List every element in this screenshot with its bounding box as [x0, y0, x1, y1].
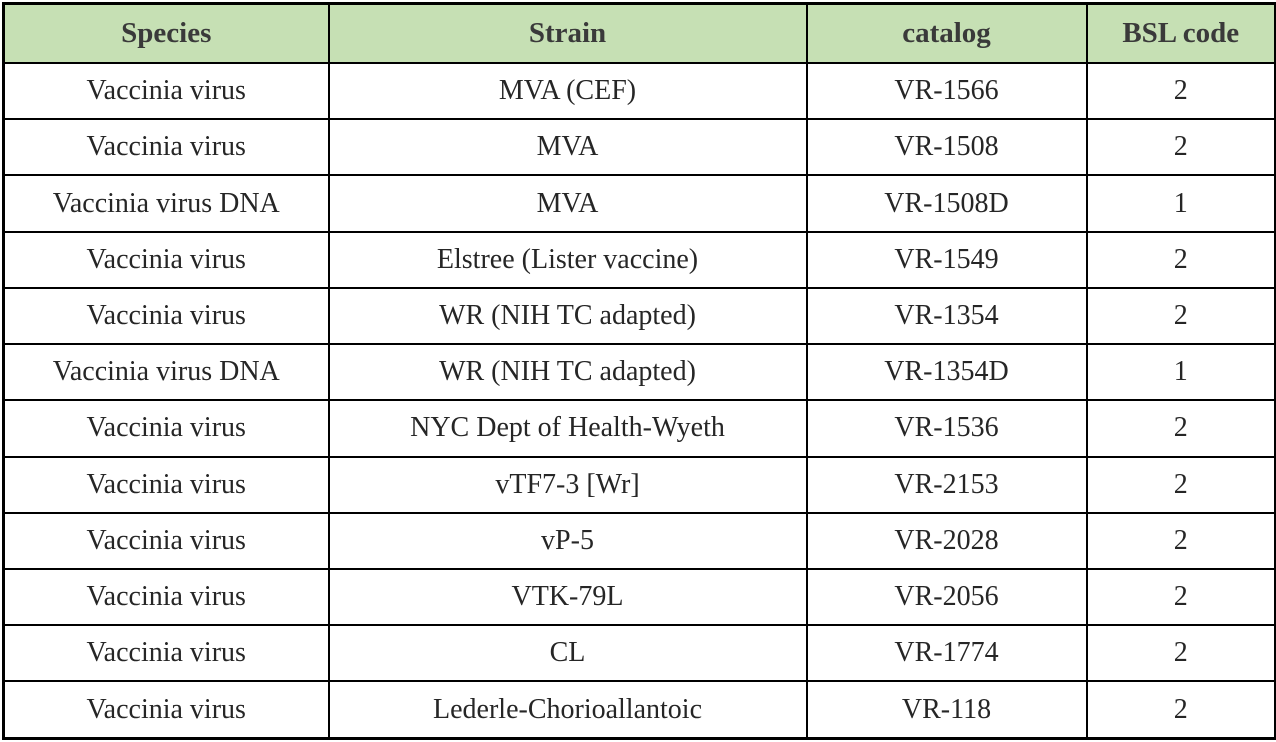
table-cell: VR-1508 [805, 118, 1088, 177]
table-cell: Vaccinia virus [2, 230, 330, 289]
column-header: catalog [805, 2, 1088, 64]
table-cell: VTK-79L [327, 567, 808, 627]
table-row: Vaccinia virus Lederle-Chorioallantoic VR-… [2, 680, 1276, 740]
table-cell: vP-5 [327, 511, 808, 570]
table-cell: 2 [1085, 230, 1276, 289]
table-cell: VR-2056 [805, 567, 1088, 627]
table-cell: Vaccinia virus [2, 118, 330, 177]
table-cell: 2 [1085, 624, 1276, 683]
table-row: Vaccinia virus CL VR-1774 2 [2, 624, 1276, 683]
table-row: Vaccinia virus DNA MVA VR-1508D 1 [2, 174, 1276, 233]
table-body: Vaccinia virus MVA (CEF) VR-1566 2 Vaccinia … [2, 61, 1276, 740]
table-cell: 2 [1085, 399, 1276, 458]
table-cell: CL [327, 624, 808, 683]
table-cell: 2 [1085, 511, 1276, 570]
table-cell: VR-1774 [805, 624, 1088, 683]
table-cell: Vaccinia virus [2, 399, 330, 458]
table-row: Vaccinia virus NYC Dept of Health-Wyeth VR… [2, 399, 1276, 458]
table-cell: 1 [1085, 343, 1276, 402]
table-cell: Vaccinia virus [2, 61, 330, 121]
column-header: Species [2, 2, 330, 64]
table-cell: VR-118 [805, 680, 1088, 740]
table-cell: Vaccinia virus DNA [2, 343, 330, 402]
table-cell: VR-1508D [805, 174, 1088, 233]
table-row: Vaccinia virus WR (NIH TC adapted) VR-1354… [2, 286, 1276, 346]
table-cell: MVA (CEF) [327, 61, 808, 121]
table-row: Vaccinia virus MVA VR-1508 2 [2, 118, 1276, 177]
table-cell: NYC Dept of Health-Wyeth [327, 399, 808, 458]
table-cell: 2 [1085, 61, 1276, 121]
table-row: Vaccinia virus MVA (CEF) VR-1566 2 [2, 61, 1276, 121]
table-cell: MVA [327, 118, 808, 177]
table-cell: VR-1566 [805, 61, 1088, 121]
table-cell: 2 [1085, 118, 1276, 177]
table-cell: WR (NIH TC adapted) [327, 286, 808, 346]
table-cell: 2 [1085, 680, 1276, 740]
table-cell: MVA [327, 174, 808, 233]
table-cell: 2 [1085, 567, 1276, 627]
column-header: Strain [327, 2, 808, 64]
table-row: Vaccinia virus DNA WR (NIH TC adapted) VR-… [2, 343, 1276, 402]
table-row: Vaccinia virus vP-5 VR-2028 2 [2, 511, 1276, 570]
table-cell: vTF7-3 [Wr] [327, 455, 808, 514]
table-cell: VR-1354 [805, 286, 1088, 346]
table-cell: Lederle-Chorioallantoic [327, 680, 808, 740]
table-cell: 2 [1085, 455, 1276, 514]
table-cell: Vaccinia virus [2, 624, 330, 683]
table-cell: VR-1354D [805, 343, 1088, 402]
table-cell: VR-1549 [805, 230, 1088, 289]
table-cell: VR-2153 [805, 455, 1088, 514]
table-cell: Vaccinia virus [2, 286, 330, 346]
table-row: Vaccinia virus Elstree (Lister vaccine) VR… [2, 230, 1276, 289]
table-row: Vaccinia virus VTK-79L VR-2056 2 [2, 567, 1276, 627]
table-cell: VR-2028 [805, 511, 1088, 570]
column-header: BSL code [1085, 2, 1276, 64]
table-cell: 1 [1085, 174, 1276, 233]
table-cell: Vaccinia virus [2, 680, 330, 740]
table-row: Vaccinia virus vTF7-3 [Wr] VR-2153 2 [2, 455, 1276, 514]
table-cell: Elstree (Lister vaccine) [327, 230, 808, 289]
table-cell: Vaccinia virus [2, 455, 330, 514]
table-cell: WR (NIH TC adapted) [327, 343, 808, 402]
header-row: Species Strain catalog BSL code [2, 2, 1276, 64]
table-cell: 2 [1085, 286, 1276, 346]
table-cell: VR-1536 [805, 399, 1088, 458]
table-cell: Vaccinia virus [2, 567, 330, 627]
table-cell: Vaccinia virus [2, 511, 330, 570]
table-cell: Vaccinia virus DNA [2, 174, 330, 233]
